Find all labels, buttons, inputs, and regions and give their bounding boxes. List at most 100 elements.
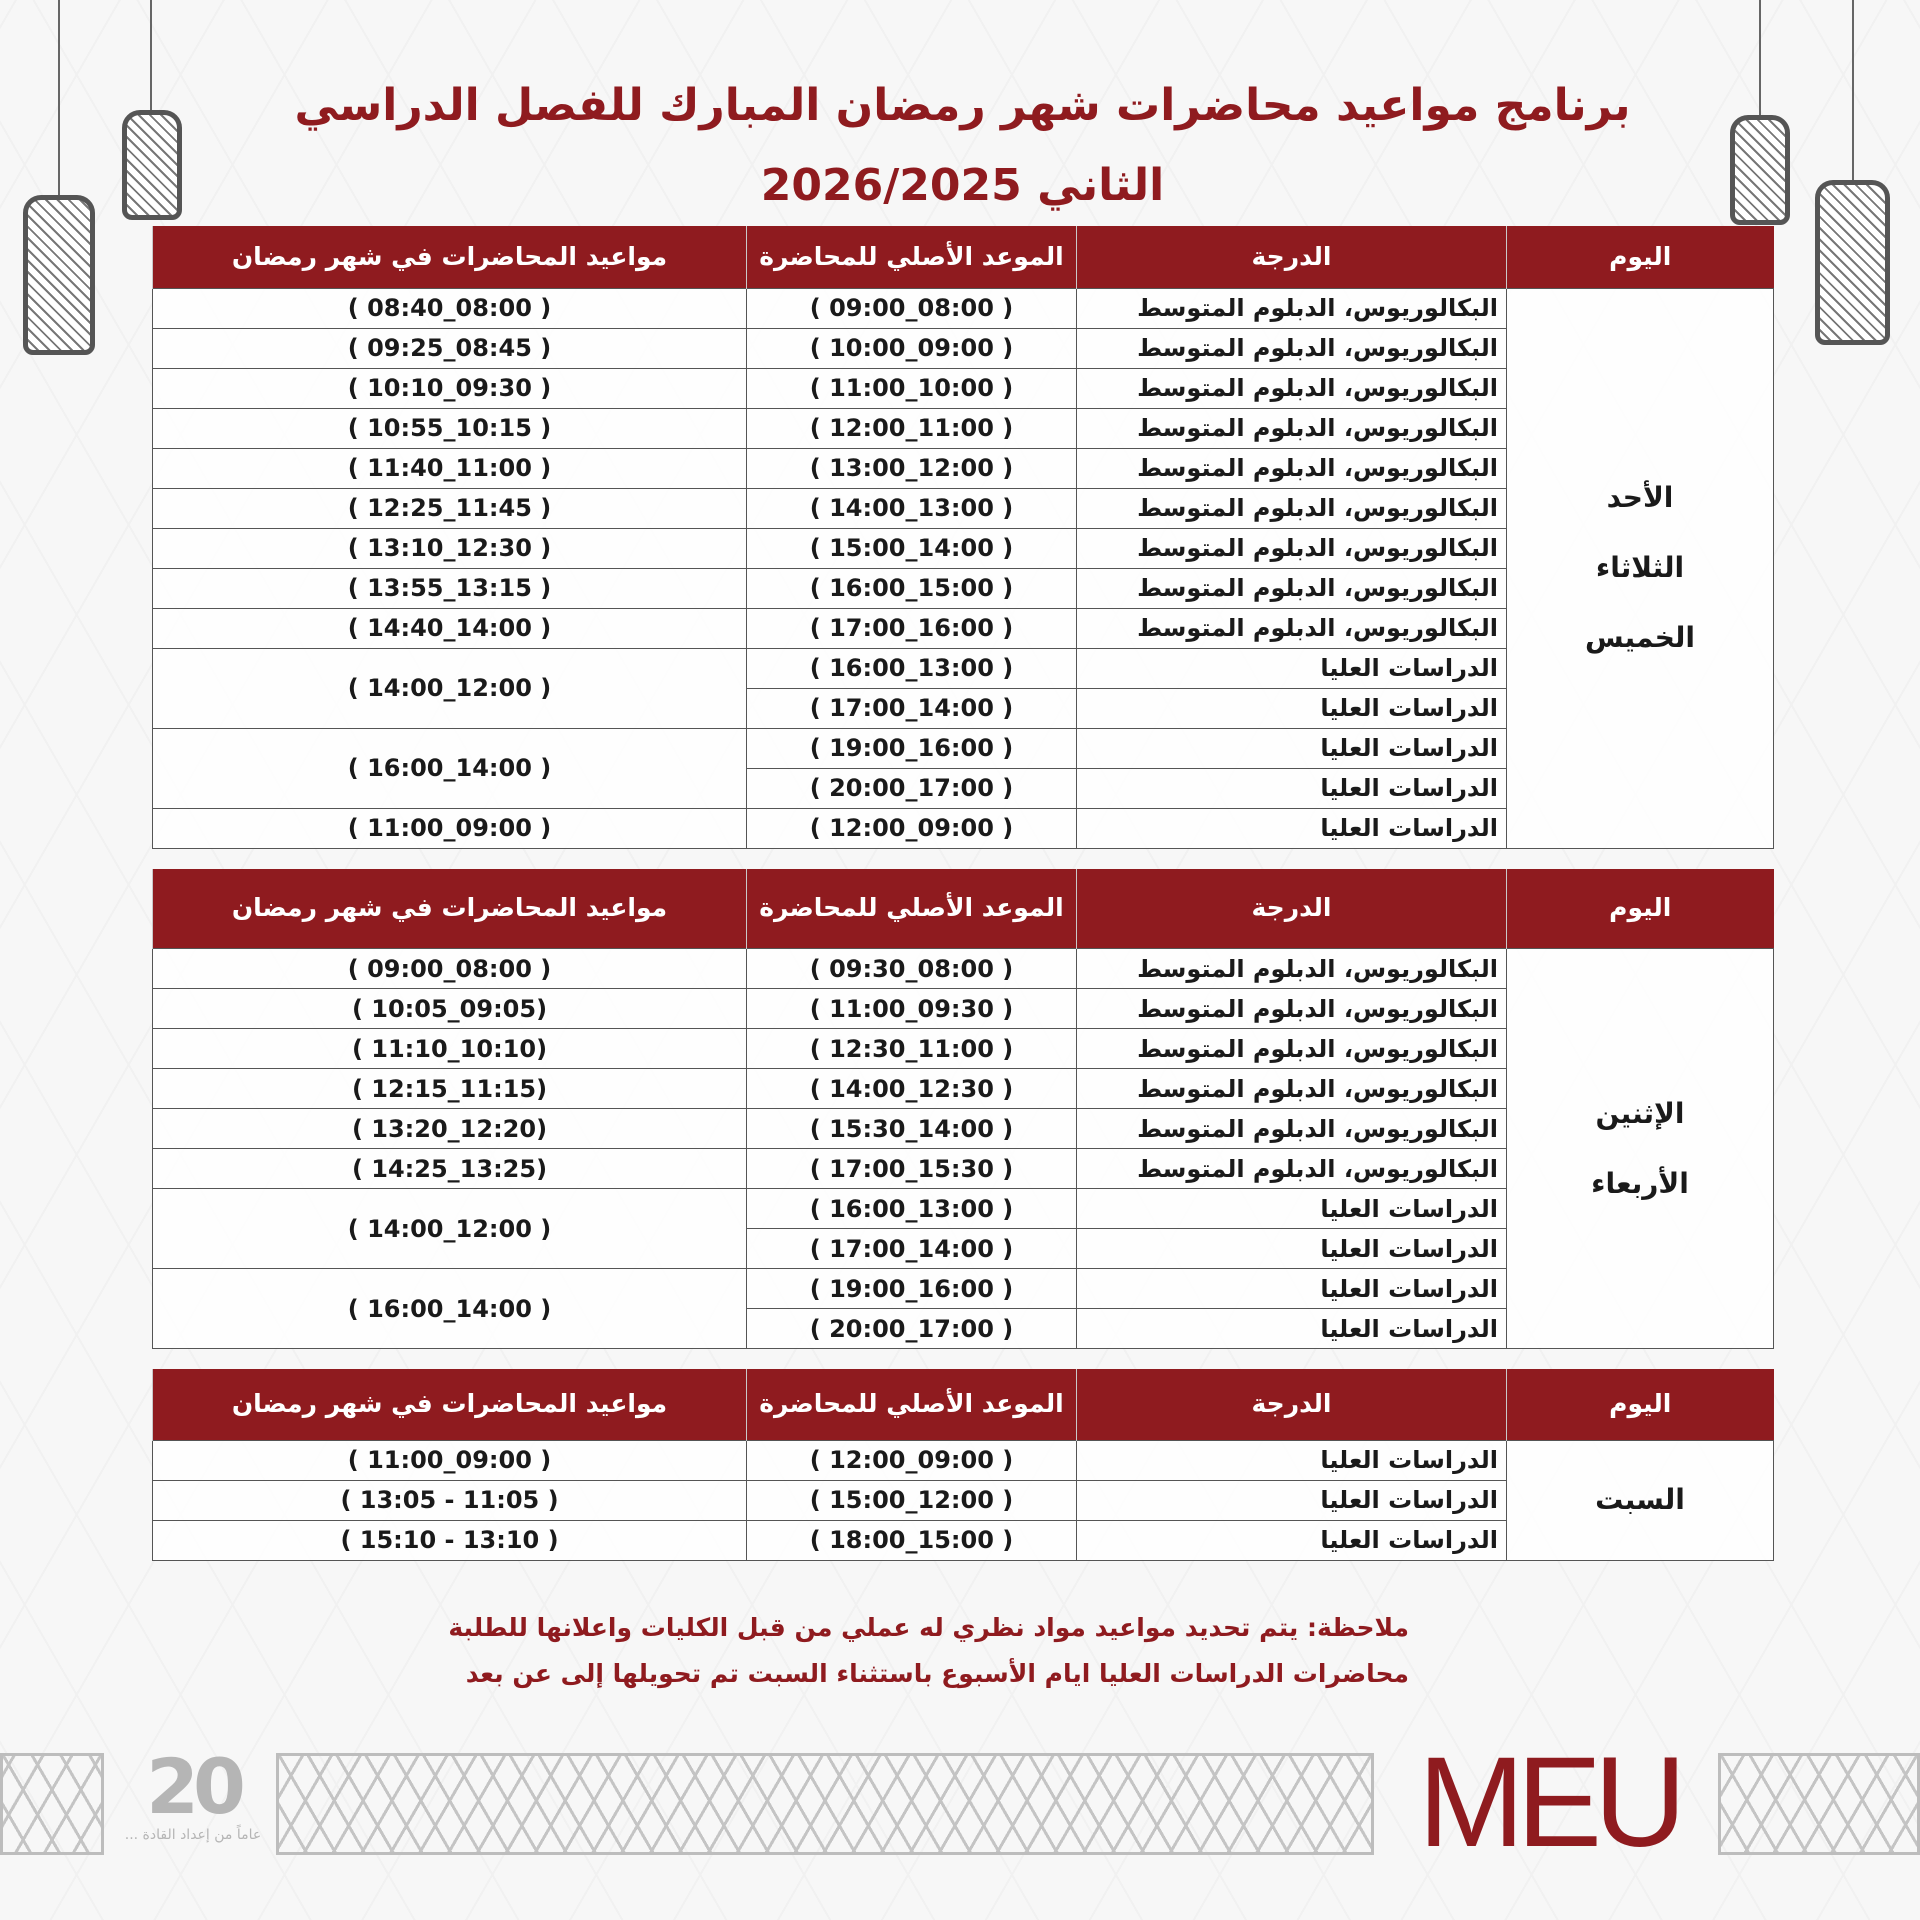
ramadan-time-cell: ( 15:10 - 13:10 ) [152,1519,747,1561]
ramadan-time-cell: ( 11:00_09:00 ) [152,807,747,849]
table-row: الدراسات العليا( 18:00_15:00 )( 15:10 - … [152,1519,1774,1561]
degree-cell: البكالوريوس، الدبلوم المتوسط [1076,287,1507,329]
original-time-cell: ( 19:00_16:00 ) [746,1268,1077,1309]
table-row: الدراسات العليا( 16:00_13:00 )( 14:00_12… [152,647,1774,729]
original-time-cell: ( 11:00_10:00 ) [746,367,1077,409]
ramadan-time-cell: ( 16:00_14:00 ) [152,727,747,809]
degree-cell: الدراسات العليا [1076,1308,1507,1349]
degree-cell: البكالوريوس، الدبلوم المتوسط [1076,327,1507,369]
original-time-cell: ( 19:00_16:00 ) [746,727,1077,769]
decorative-band [0,1753,104,1855]
degree-cell: البكالوريوس، الدبلوم المتوسط [1076,1028,1507,1069]
table-row: البكالوريوس، الدبلوم المتوسط( 15:30_14:0… [152,1108,1774,1149]
degree-cell: الدراسات العليا [1076,1188,1507,1229]
header-row: اليوم الدرجة الموعد الأصلي للمحاضرة مواعيد … [152,226,1774,288]
original-time-cell: ( 12:00_11:00 ) [746,407,1077,449]
original-time-cell: ( 09:00_08:00 ) [746,287,1077,329]
table-row: البكالوريوس، الدبلوم المتوسط( 17:00_16:0… [152,607,1774,649]
anniversary-number: 20 [146,1742,246,1831]
degree-cell: البكالوريوس، الدبلوم المتوسط [1076,607,1507,649]
decorative-band [1718,1753,1920,1855]
degree-cell: الدراسات العليا [1076,727,1507,769]
degree-cell: البكالوريوس، الدبلوم المتوسط [1076,988,1507,1029]
column-header: مواعيد المحاضرات في شهر رمضان [152,868,747,949]
degree-cell: البكالوريوس، الدبلوم المتوسط [1076,567,1507,609]
ramadan-time-cell: ( 10:05_09:05) [152,988,747,1029]
column-header: مواعيد المحاضرات في شهر رمضان [152,1369,747,1440]
schedule-table: اليوم الدرجة الموعد الأصلي للمحاضرة مواعيد … [152,226,1774,849]
table-row: الدراسات العليا( 20:00_17:00 ) [153,1308,1774,1349]
degree-cell: الدراسات العليا [1076,807,1507,849]
column-header: الموعد الأصلي للمحاضرة [746,226,1077,288]
day-name: الثلاثاء [1595,551,1685,584]
ramadan-time-cell: ( 12:15_11:15) [152,1068,747,1109]
lantern-icon [1730,115,1790,225]
column-header: الدرجة [1076,868,1507,949]
degree-cell: الدراسات العليا [1076,647,1507,689]
original-time-cell: ( 15:00_14:00 ) [746,527,1077,569]
degree-cell: البكالوريوس، الدبلوم المتوسط [1076,1108,1507,1149]
lantern-chain [1759,0,1761,115]
ramadan-time-cell: ( 14:00_12:00 ) [152,647,747,729]
original-time-cell: ( 17:00_14:00 ) [746,687,1077,729]
original-time-cell: ( 20:00_17:00 ) [746,1308,1077,1349]
table-row: البكالوريوس، الدبلوم المتوسط( 11:00_10:0… [152,367,1774,409]
table-row: الإثنين الأربعاء البكالوريوس، الدبلوم المت… [152,948,1774,1349]
ramadan-time-cell: ( 12:25_11:45 ) [152,487,747,529]
table-row: البكالوريوس، الدبلوم المتوسط( 16:00_15:0… [152,567,1774,609]
ramadan-time-cell: ( 11:40_11:00 ) [152,447,747,489]
table-row: الدراسات العليا( 17:00_14:00 ) [153,687,1774,729]
lantern-chain [1852,0,1854,180]
ramadan-time-cell: ( 10:10_09:30 ) [152,367,747,409]
day-name: الأربعاء [1591,1166,1689,1200]
table-row: البكالوريوس، الدبلوم المتوسط( 11:00_09:3… [152,988,1774,1029]
degree-cell: البكالوريوس، الدبلوم المتوسط [1076,1148,1507,1189]
column-header: مواعيد المحاضرات في شهر رمضان [152,226,747,288]
original-time-cell: ( 09:30_08:00 ) [746,948,1077,989]
schedule-tables: اليوم الدرجة الموعد الأصلي للمحاضرة مواعيد … [152,226,1774,1561]
original-time-cell: ( 18:00_15:00 ) [746,1519,1077,1561]
column-header: الموعد الأصلي للمحاضرة [746,1369,1077,1440]
table-row: الأحد الثلاثاء الخميس البكالوريوس، الدبلوم … [152,287,1774,849]
table-row: الدراسات العليا( 12:00_09:00 )( 11:00_09… [152,807,1774,849]
ramadan-time-cell: ( 11:10_10:10) [152,1028,747,1069]
table-row: الدراسات العليا( 15:00_12:00 )( 13:05 - … [152,1479,1774,1521]
day-name: الإثنين [1595,1096,1685,1130]
day-name: الأحد [1606,481,1674,514]
title-block: برنامج مواعيد محاضرات شهر رمضان المبارك … [152,66,1773,226]
column-header: اليوم [1506,226,1774,288]
original-time-cell: ( 10:00_09:00 ) [746,327,1077,369]
ramadan-time-cell: ( 13:20_12:20) [152,1108,747,1149]
ramadan-time-cell: ( 09:25_08:45 ) [152,327,747,369]
ramadan-time-cell: ( 13:10_12:30 ) [152,527,747,569]
degree-cell: الدراسات العليا [1076,767,1507,809]
day-name: الخميس [1584,621,1696,654]
table-row: البكالوريوس، الدبلوم المتوسط( 12:30_11:0… [152,1028,1774,1069]
notes: ملاحظة: يتم تحديد مواعيد مواد نظري له عم… [152,1605,1409,1697]
schedule-table: اليوم الدرجة الموعد الأصلي للمحاضرة مواعيد … [152,1369,1774,1561]
table-row: الدراسات العليا( 16:00_13:00 )( 14:00_12… [152,1188,1774,1269]
column-header: الدرجة [1076,226,1507,288]
lantern-chain [150,0,152,110]
original-time-cell: ( 16:00_15:00 ) [746,567,1077,609]
day-cell: السبت [1506,1439,1774,1561]
column-header: اليوم [1506,1369,1774,1440]
original-time-cell: ( 14:00_12:30 ) [746,1068,1077,1109]
degree-cell: الدراسات العليا [1076,1519,1507,1561]
original-time-cell: ( 11:00_09:30 ) [746,988,1077,1029]
original-time-cell: ( 12:00_09:00 ) [746,807,1077,849]
original-time-cell: ( 13:00_12:00 ) [746,447,1077,489]
ramadan-time-cell: ( 13:05 - 11:05 ) [152,1479,747,1521]
ramadan-time-cell: ( 14:00_12:00 ) [152,1188,747,1269]
degree-cell: الدراسات العليا [1076,1439,1507,1481]
degree-cell: الدراسات العليا [1076,1268,1507,1309]
ramadan-time-cell: ( 13:55_13:15 ) [152,567,747,609]
degree-cell: البكالوريوس، الدبلوم المتوسط [1076,407,1507,449]
ramadan-time-cell: ( 09:00_08:00 ) [152,948,747,989]
table-row: البكالوريوس، الدبلوم المتوسط( 17:00_15:3… [152,1148,1774,1189]
decorative-band [276,1753,1374,1855]
column-header: اليوم [1506,868,1774,949]
ramadan-time-cell: ( 14:25_13:25) [152,1148,747,1189]
day-name: السبت [1595,1483,1685,1516]
degree-cell: البكالوريوس، الدبلوم المتوسط [1076,367,1507,409]
